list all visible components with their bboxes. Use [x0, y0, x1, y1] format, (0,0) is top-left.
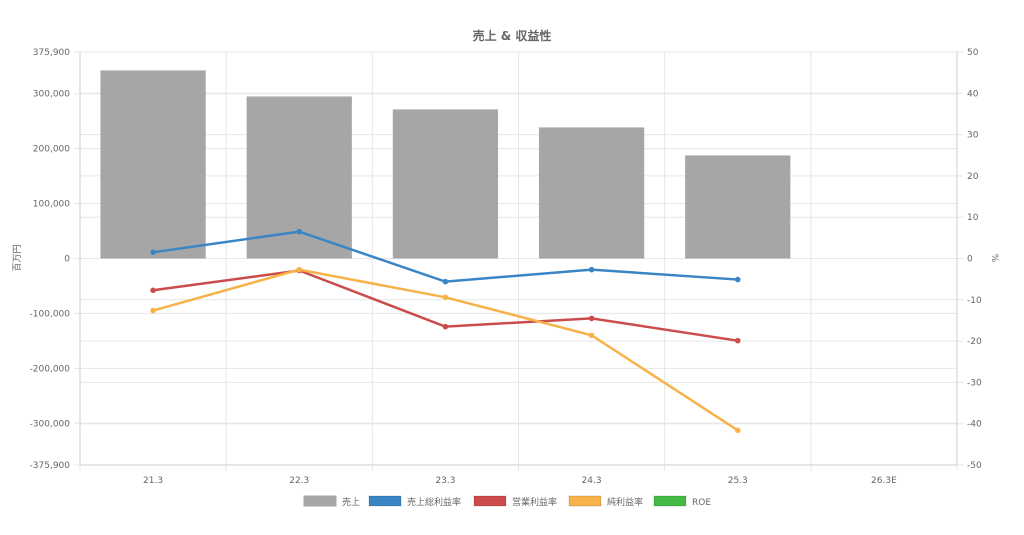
bar: [100, 70, 206, 259]
y-left-tick-label: -300,000: [30, 419, 71, 429]
y-left-tick-label: -375,900: [30, 461, 71, 471]
y-right-tick-label: -40: [967, 420, 982, 430]
legend-swatch: [653, 495, 687, 507]
y-left-tick-label: 300,000: [33, 90, 70, 100]
series-line: [152, 268, 739, 432]
bars: [100, 70, 791, 259]
legend-swatch: [473, 495, 507, 507]
legend-label: 営業利益率: [512, 496, 557, 508]
y-right-tick-label: 40: [967, 89, 979, 99]
x-tick-label: 25.3: [728, 476, 748, 486]
grid: [74, 51, 963, 471]
legend-label: 売上: [342, 496, 360, 508]
data-point: [734, 337, 741, 344]
y-left-tick-label: -200,000: [30, 364, 71, 374]
y-left-tick-label: -100,000: [30, 309, 71, 319]
chart-title: 売上 & 収益性: [473, 28, 552, 43]
data-point: [734, 427, 741, 434]
x-tick-label: 22.3: [289, 476, 309, 486]
data-point: [296, 266, 303, 273]
y-right-tick-label: -30: [967, 378, 982, 388]
y-left-tick-label: 100,000: [33, 200, 70, 210]
y-right-tick-label: 0: [967, 255, 973, 265]
data-point: [588, 332, 595, 339]
data-point: [588, 266, 595, 273]
x-tick-label: 26.3E: [871, 476, 897, 486]
y-right-tick-label: 10: [967, 213, 979, 223]
y-right-tick-label: 30: [967, 131, 979, 141]
legend-label: ROE: [692, 498, 711, 508]
x-tick-label: 21.3: [143, 476, 163, 486]
legend-label: 売上総利益率: [407, 496, 461, 508]
data-point: [296, 228, 303, 235]
legend-swatch: [303, 495, 337, 507]
data-point: [442, 278, 449, 285]
legend-swatch: [368, 495, 402, 507]
y-right-tick-label: -50: [967, 461, 982, 471]
y-right-tick-label: -10: [967, 296, 982, 306]
y-left-tick-label: 200,000: [33, 145, 70, 155]
data-point: [150, 249, 156, 256]
data-point: [150, 307, 156, 314]
legend: 売上 売上総利益率 営業利益率 純利益率 ROE: [303, 495, 711, 508]
y-left-tick-label: 0: [64, 255, 70, 265]
bar: [685, 155, 791, 259]
axes: 375,900 300,000 200,000 100,000 0 -100,000 -20…: [30, 48, 982, 486]
y-right-label: %: [989, 254, 999, 263]
data-point: [588, 315, 595, 322]
x-tick-label: 23.3: [435, 476, 455, 486]
data-point: [734, 276, 741, 283]
data-point: [150, 287, 156, 294]
lines: [150, 228, 741, 434]
y-right-tick-label: 50: [967, 48, 979, 58]
bar: [392, 109, 499, 259]
x-tick-label: 24.3: [582, 476, 602, 486]
bar: [538, 127, 645, 259]
legend-label: 純利益率: [607, 496, 643, 508]
legend-swatch: [568, 495, 602, 507]
y-left-label: 百万円: [12, 244, 23, 271]
y-right-tick-label: 20: [967, 172, 979, 182]
y-right-tick-label: -20: [967, 337, 982, 347]
y-left-tick-label: 375,900: [33, 48, 70, 58]
data-point: [442, 294, 449, 301]
data-point: [442, 323, 449, 330]
